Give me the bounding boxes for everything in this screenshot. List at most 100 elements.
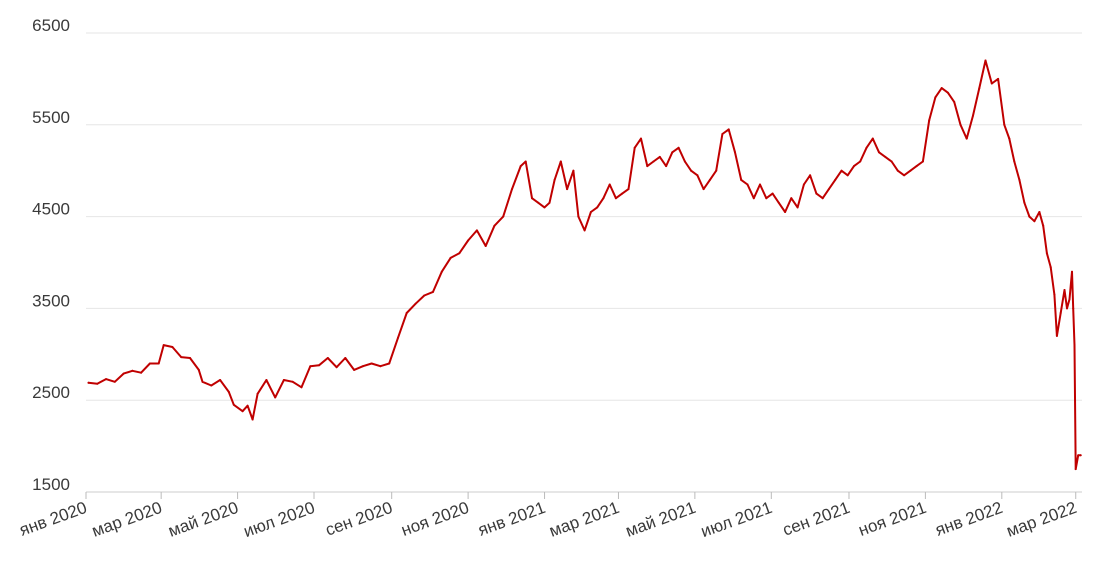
data-point: [162, 344, 165, 347]
data-point: [921, 160, 924, 163]
data-point: [531, 197, 533, 200]
data-point: [105, 378, 107, 381]
data-point: [326, 357, 329, 359]
x-tick-label: июл 2020: [241, 498, 317, 541]
data-point: [790, 197, 793, 200]
data-point: [1008, 137, 1011, 140]
data-point: [189, 357, 191, 359]
x-tick-label: июл 2021: [698, 498, 774, 541]
data-point: [878, 151, 880, 154]
data-point: [740, 178, 743, 181]
data-point: [388, 362, 391, 365]
data-point: [201, 380, 204, 383]
data-point: [715, 169, 718, 172]
data-point: [1063, 289, 1066, 291]
y-tick-label: 2500: [32, 383, 70, 402]
gridlines: [86, 32, 1082, 401]
y-tick-label: 4500: [32, 200, 70, 219]
data-point: [1049, 266, 1052, 269]
data-point: [493, 224, 496, 227]
data-point: [1072, 307, 1075, 310]
series-layer: [87, 59, 1082, 471]
data-point: [370, 362, 373, 365]
data-point: [658, 155, 661, 158]
data-point: [1055, 334, 1058, 337]
data-point: [467, 239, 470, 242]
data-point: [318, 364, 320, 367]
data-point: [566, 188, 569, 191]
y-tick-label: 5500: [32, 108, 70, 127]
data-point: [708, 178, 711, 181]
data-point: [300, 386, 303, 389]
data-point: [1018, 178, 1021, 181]
data-point: [274, 396, 277, 399]
data-point: [572, 169, 575, 172]
data-point: [227, 390, 230, 393]
data-point: [677, 146, 680, 149]
data-point: [959, 123, 962, 126]
data-point: [853, 165, 855, 168]
data-point: [997, 77, 1000, 80]
data-point: [596, 206, 599, 209]
data-point: [1053, 293, 1056, 296]
data-point: [423, 294, 426, 297]
data-point: [449, 256, 452, 259]
x-tick-label: ноя 2020: [399, 498, 472, 540]
data-point: [934, 96, 937, 99]
data-point: [665, 165, 668, 168]
data-point: [397, 336, 399, 339]
data-point: [640, 137, 642, 140]
data-point: [746, 183, 749, 186]
data-point: [884, 155, 887, 158]
data-point: [796, 206, 799, 209]
data-point: [1042, 224, 1045, 227]
data-point: [608, 183, 611, 186]
data-point: [256, 392, 259, 395]
data-point: [1077, 454, 1080, 457]
data-point: [484, 245, 487, 247]
data-point: [440, 270, 443, 273]
x-tick-label: янв 2020: [17, 498, 89, 540]
data-point: [652, 160, 655, 163]
data-point: [148, 362, 151, 365]
data-point: [251, 418, 254, 421]
data-point: [335, 366, 338, 369]
data-point: [87, 381, 90, 384]
data-point: [353, 368, 356, 371]
data-point: [821, 197, 824, 200]
data-point: [990, 82, 993, 85]
data-point: [784, 211, 787, 213]
data-point: [180, 356, 183, 359]
data-point: [702, 188, 705, 191]
data-point: [219, 379, 222, 381]
x-tick-label: май 2020: [166, 498, 241, 541]
data-point: [246, 404, 249, 407]
data-point: [1059, 312, 1062, 314]
data-point: [131, 369, 134, 372]
data-point: [777, 201, 780, 204]
data-point: [940, 87, 943, 90]
data-point: [1038, 211, 1041, 213]
data-point: [309, 365, 312, 368]
data-point: [953, 100, 956, 103]
x-tick-label: мар 2020: [89, 498, 164, 541]
data-point: [553, 178, 556, 181]
data-point: [543, 206, 546, 209]
data-point: [414, 302, 417, 305]
data-point: [241, 410, 244, 413]
data-point: [984, 59, 987, 62]
data-point: [827, 188, 830, 191]
x-tick-label: мар 2021: [547, 498, 622, 541]
data-point: [405, 312, 408, 314]
x-tick-label: янв 2022: [933, 498, 1005, 540]
data-point: [909, 169, 912, 172]
data-point: [1028, 215, 1031, 218]
data-point: [965, 137, 968, 140]
data-point: [859, 160, 862, 163]
y-tick-label: 6500: [32, 16, 70, 35]
data-point: [809, 174, 812, 177]
data-point: [646, 165, 649, 168]
data-point: [1003, 123, 1006, 126]
x-tick-label: мар 2022: [1004, 498, 1079, 541]
data-point: [802, 183, 805, 186]
